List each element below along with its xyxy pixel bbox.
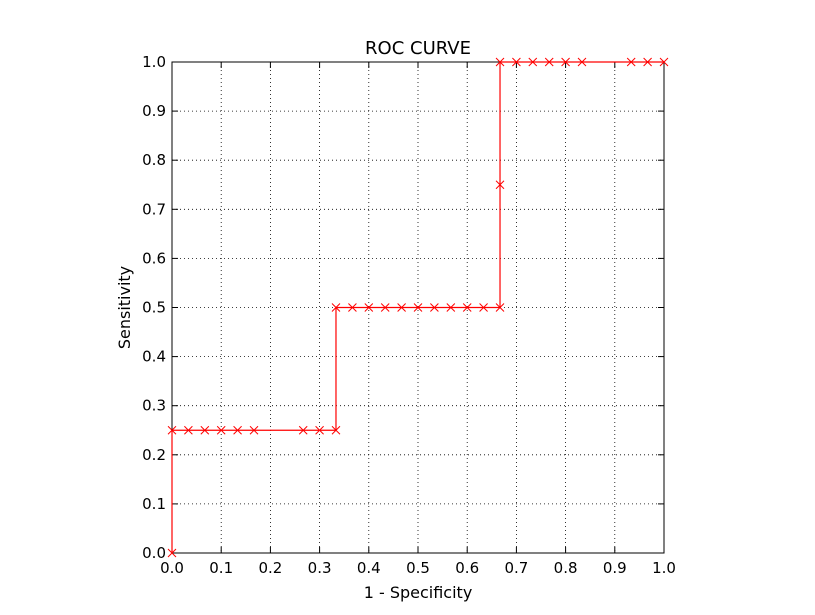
y-tick-label: 0.3 (142, 397, 166, 415)
x-tick-label: 0.2 (258, 559, 282, 577)
x-tick-label: 0.9 (603, 559, 627, 577)
x-tick-label: 0.6 (455, 559, 479, 577)
x-tick-label: 0.5 (406, 559, 430, 577)
data-point-marker (397, 303, 406, 312)
data-point-marker (495, 303, 505, 312)
x-tick-label: 0.3 (308, 559, 332, 577)
data-point-marker (512, 57, 521, 67)
data-point-marker (561, 57, 570, 67)
data-point-marker (364, 303, 374, 312)
x-tick-label: 0.1 (209, 559, 233, 577)
data-point-marker (249, 425, 259, 435)
y-tick-label: 0.1 (142, 495, 166, 513)
y-axis-label: Sensitivity (115, 266, 134, 349)
data-point-marker (348, 303, 357, 312)
data-point-marker (167, 548, 177, 558)
x-tick-label: 0.0 (160, 559, 184, 577)
y-tick-label: 0.5 (142, 299, 166, 317)
y-tick-label: 1.0 (142, 53, 166, 71)
data-point-marker (167, 425, 177, 435)
data-point-marker (479, 303, 488, 312)
data-point-marker (577, 57, 587, 67)
ticks: 0.0 0.1 0.2 0.3 0.4 0.5 0.6 0.7 0.8 0.9 1.0 0.0 0.1 0… (142, 53, 676, 577)
y-tick-label: 0.0 (142, 544, 166, 562)
data-point-marker (446, 303, 456, 312)
data-point-marker (495, 180, 505, 190)
x-tick-label: 0.8 (554, 559, 578, 577)
data-point-marker (233, 425, 242, 435)
y-tick-label: 0.6 (142, 249, 166, 267)
series (167, 57, 669, 558)
chart-title: ROC CURVE (365, 38, 471, 59)
y-tick-label: 0.4 (142, 348, 166, 366)
data-point-marker (200, 425, 210, 435)
data-point-marker (216, 425, 226, 435)
data-point-marker (413, 303, 423, 312)
data-point-marker (331, 303, 341, 312)
data-point-marker (331, 425, 341, 435)
data-point-marker (462, 303, 472, 312)
data-point-marker (315, 425, 324, 435)
data-point-marker (430, 303, 439, 312)
data-point-marker (626, 57, 636, 67)
x-tick-label: 1.0 (652, 559, 676, 577)
data-point-marker (528, 57, 538, 67)
data-point-marker (659, 57, 669, 67)
x-tick-label: 0.4 (357, 559, 381, 577)
x-axis-label: 1 - Specificity (364, 583, 473, 602)
data-point-marker (495, 57, 505, 67)
x-tick-label: 0.7 (504, 559, 528, 577)
data-point-marker (298, 425, 308, 435)
y-tick-label: 0.8 (142, 151, 166, 169)
y-tick-label: 0.2 (142, 446, 166, 464)
data-point-marker (544, 57, 554, 67)
data-point-marker (380, 303, 390, 312)
y-tick-label: 0.7 (142, 200, 166, 218)
data-point-marker (184, 425, 193, 435)
y-tick-label: 0.9 (142, 102, 166, 120)
data-point-marker (643, 57, 652, 67)
